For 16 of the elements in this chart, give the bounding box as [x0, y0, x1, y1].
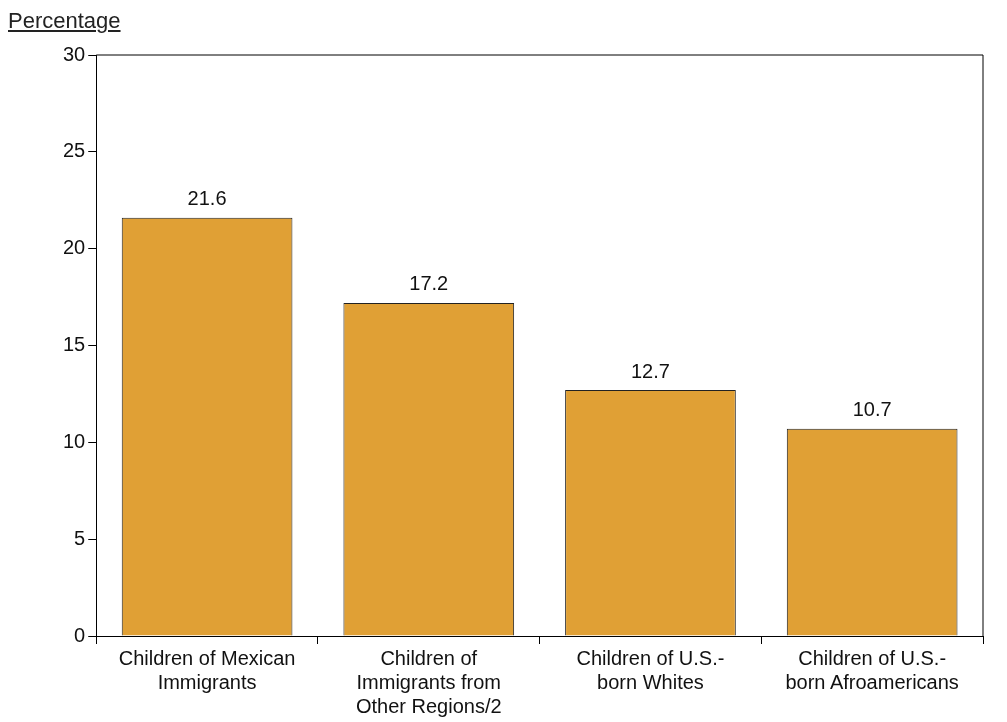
data-label: 21.6 — [187, 187, 227, 210]
y-tick-label: 15 — [63, 333, 86, 356]
y-tick-label: 5 — [74, 526, 86, 549]
x-tick-label: Children of U.S.-born Whites — [576, 646, 725, 693]
x-tick-label: Children of Immigrants from Other Regions/2 — [355, 646, 502, 717]
y-tick-label: 25 — [63, 139, 86, 162]
y-tick-label: 30 — [63, 42, 86, 65]
data-label: 12.7 — [631, 359, 670, 382]
data-label: 10.7 — [852, 398, 892, 421]
y-tick-label: 20 — [63, 236, 86, 259]
data-label: 17.2 — [409, 272, 449, 295]
y-tick-label: 10 — [63, 429, 86, 452]
y-tick-label: 0 — [74, 623, 86, 646]
y-axis-title: Percentage — [8, 8, 121, 34]
x-tick-label: Children of Mexican Immigrants — [118, 646, 296, 693]
x-tick-label: Children of U.S.-born Afroamericans — [785, 646, 959, 693]
